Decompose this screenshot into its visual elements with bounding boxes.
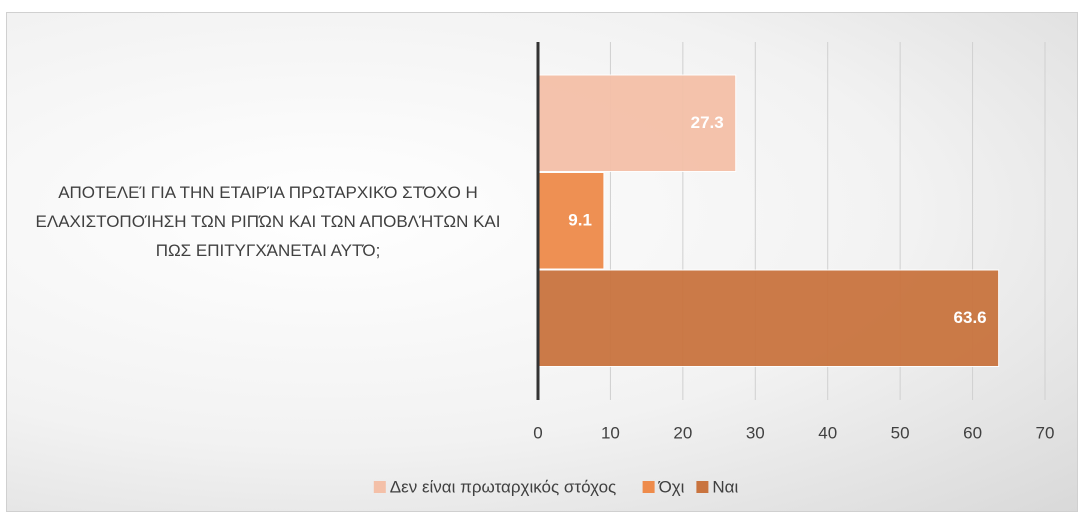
data-label: 9.1 [568,211,592,230]
x-tick-label: 50 [891,423,910,442]
x-tick-label: 10 [601,423,620,442]
x-tick-label: 70 [1036,423,1055,442]
x-tick-label: 60 [963,423,982,442]
data-label: 63.6 [954,308,987,327]
data-label: 27.3 [691,113,724,132]
legend-label: Δεν είναι πρωταρχικός στόχος [390,477,616,496]
legend-swatch [373,481,386,493]
x-tick-label: 0 [533,423,542,442]
category-label: ΑΠΟΤΕΛΕΊ ΓΙΑ ΤΗΝ ΕΤΑΙΡΊΑ ΠΡΩΤΑΡΧΙΚΌ ΣΤΌΧ… [35,183,501,260]
bar [537,74,737,172]
x-tick-label: 20 [673,423,692,442]
legend-label: Όχι [658,477,685,496]
bar [537,172,605,270]
bar [537,269,1000,367]
legend-label: Ναι [712,477,738,496]
x-tick-label: 30 [746,423,765,442]
legend-swatch [696,481,709,493]
legend-swatch [642,481,655,493]
x-tick-label: 40 [818,423,837,442]
